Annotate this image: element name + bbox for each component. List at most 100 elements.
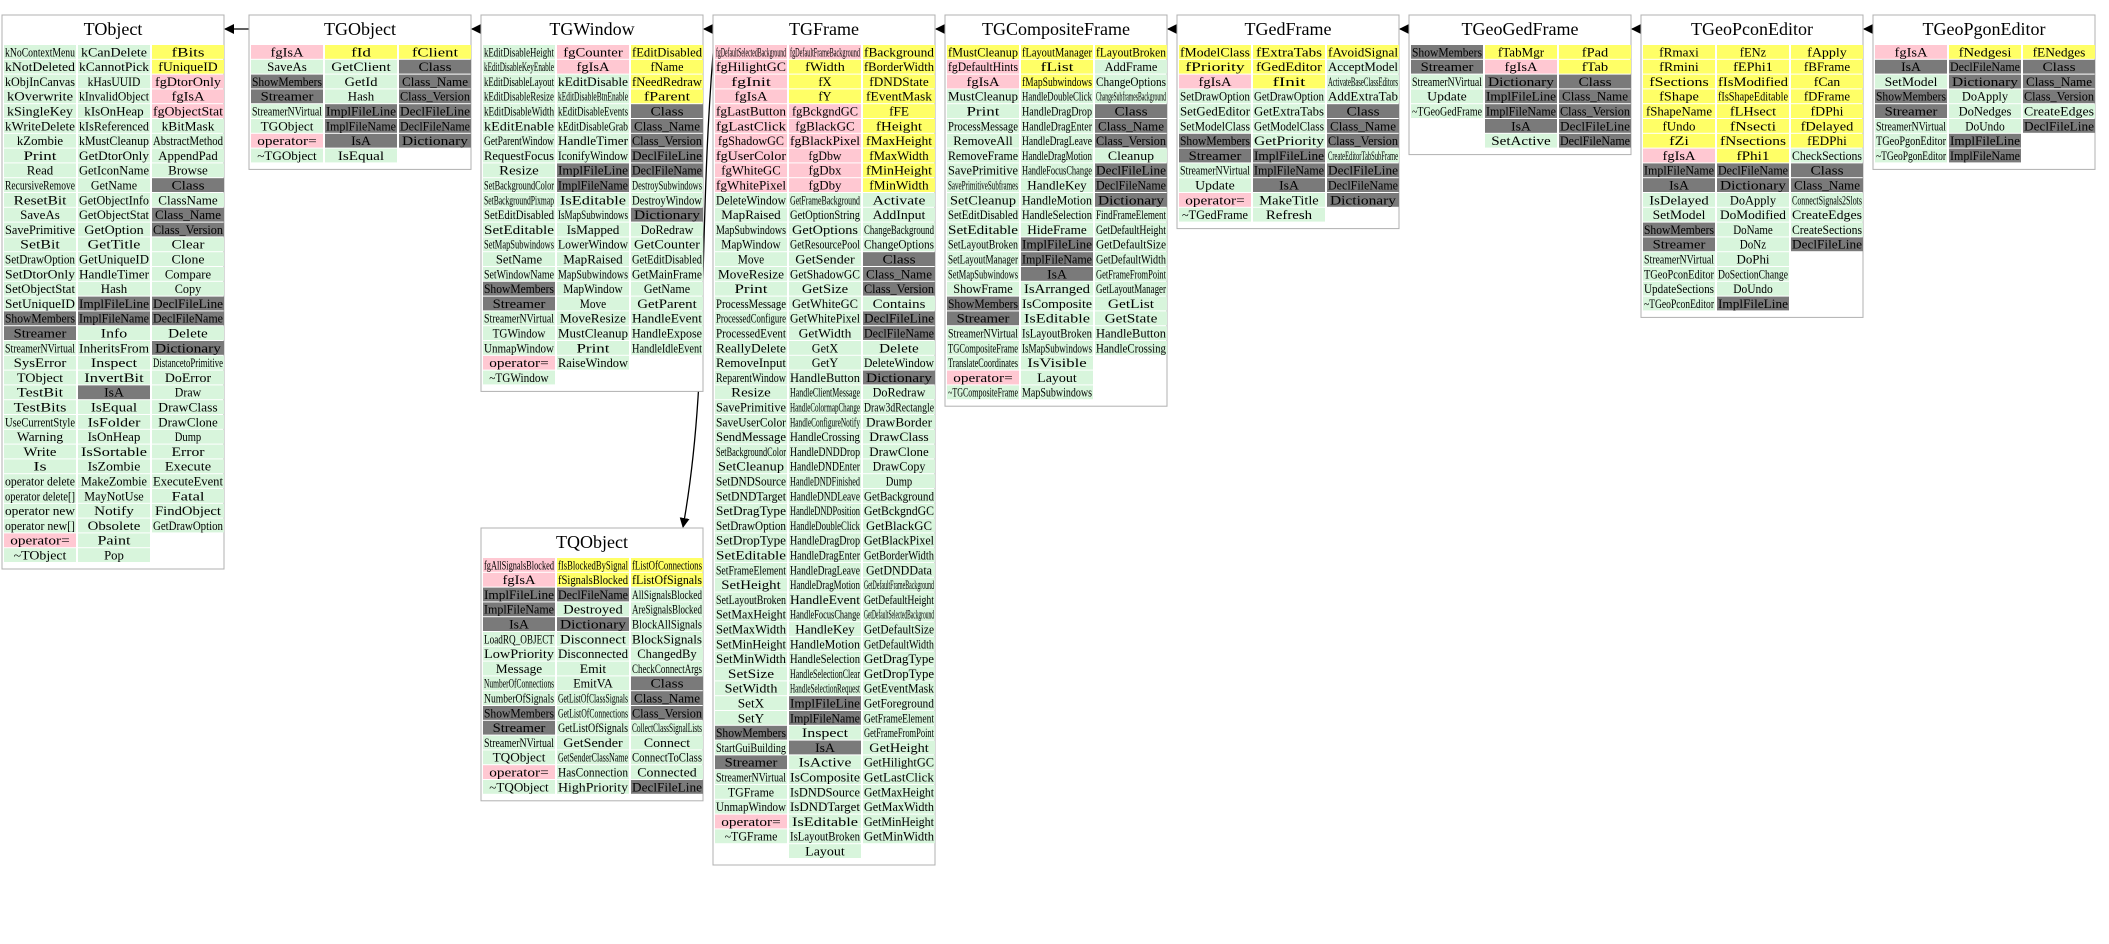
member-label: IsVisible: [1027, 356, 1087, 370]
member-cell-bg: [1095, 163, 1167, 178]
member-cell-bg: [399, 133, 471, 148]
member-label: Clear: [172, 238, 206, 252]
member-label: SetBackgroundColor: [716, 445, 787, 459]
member-label: ~TGeoGedFrame: [1412, 105, 1482, 119]
member-cell-bg: [557, 572, 629, 587]
member-cell-bg: [863, 341, 935, 355]
class-title: TGFrame: [789, 19, 859, 39]
member-label: CheckSections: [1792, 149, 1862, 163]
member-label: ImplFileName: [1950, 149, 2020, 163]
member-label: Class: [172, 179, 205, 193]
member-cell-bg: [1485, 133, 1557, 148]
member-cell-bg: [78, 119, 150, 133]
member-cell-bg: [863, 696, 935, 710]
member-label: Layout: [1037, 371, 1077, 385]
member-label: IsComposite: [790, 771, 860, 785]
member-cell-bg: [1485, 119, 1557, 133]
member-cell-bg: [947, 178, 1019, 192]
member-cell-bg: [1411, 89, 1483, 104]
member-label: MoveResize: [560, 312, 626, 326]
member-cell-bg: [863, 785, 935, 799]
member-label: fLHsect: [1730, 105, 1777, 119]
member-cell-bg: [557, 632, 629, 646]
member-cell-bg: [78, 518, 150, 533]
member-label: IconifyWindow: [558, 149, 628, 163]
member-label: GetObjectStat: [79, 208, 150, 222]
member-cell-bg: [863, 770, 935, 784]
member-cell-bg: [483, 59, 555, 74]
member-label: kInvalidObject: [79, 90, 149, 104]
member-label: IsA: [351, 134, 371, 148]
member-label: HandleMotion: [1022, 193, 1093, 207]
member-cell-bg: [325, 104, 397, 118]
member-label: DeclFileName: [864, 327, 934, 341]
member-label: Draw3dRectangle: [864, 401, 934, 415]
member-label: GetListOfSignals: [558, 721, 628, 735]
member-cell-bg: [1021, 222, 1093, 237]
member-label: Draw: [175, 386, 201, 400]
member-label: operator=: [10, 534, 69, 548]
member-cell-bg: [557, 341, 629, 355]
member-label: ImplFileName: [1644, 164, 1714, 178]
member-label: IsA: [1669, 179, 1689, 193]
member-label: SetSize: [728, 667, 775, 681]
class-title: TGeoPgonEditor: [1923, 19, 2046, 39]
member-cell-bg: [1643, 163, 1715, 178]
member-cell-bg: [557, 45, 629, 59]
member-cell-bg: [1411, 45, 1483, 59]
member-label: HandleDNDEnter: [790, 460, 861, 474]
member-label: MapSubwindows: [1022, 386, 1092, 400]
member-cell-bg: [483, 163, 555, 178]
member-label: EmitVA: [573, 677, 613, 691]
member-label: fgInit: [731, 75, 771, 89]
member-cell-bg: [715, 148, 787, 163]
member-label: CollectClassSignalLists: [632, 721, 702, 735]
member-label: SetCleanup: [718, 460, 784, 474]
member-label: fRmaxi: [1659, 45, 1699, 59]
member-cell-bg: [1643, 252, 1715, 266]
member-cell-bg: [1791, 222, 1863, 237]
member-cell-bg: [1791, 148, 1863, 163]
member-cell-bg: [789, 711, 861, 725]
member-cell-bg: [789, 489, 861, 503]
member-cell-bg: [1643, 74, 1715, 89]
member-cell-bg: [631, 45, 703, 59]
member-label: DeleteWindow: [864, 356, 934, 370]
member-cell-bg: [557, 281, 629, 296]
member-label: Layout: [805, 845, 845, 859]
member-cell-bg: [1021, 148, 1093, 163]
member-label: operator new: [5, 504, 75, 518]
member-cell-bg: [152, 74, 224, 89]
member-label: fgIsA: [271, 45, 304, 59]
member-label: fY: [818, 90, 831, 104]
member-label: fLayoutBroken: [1096, 45, 1167, 59]
member-cell-bg: [152, 400, 224, 414]
member-label: HandleCrossing: [790, 430, 861, 444]
member-cell-bg: [152, 222, 224, 237]
member-cell-bg: [1717, 59, 1789, 74]
member-cell-bg: [789, 785, 861, 799]
member-label: GetId: [345, 75, 379, 89]
member-cell-bg: [715, 755, 787, 770]
member-label: fPhi1: [1737, 149, 1770, 163]
member-cell-bg: [399, 45, 471, 59]
member-cell-bg: [1021, 296, 1093, 311]
member-cell-bg: [2023, 45, 2095, 59]
member-cell-bg: [78, 193, 150, 207]
member-cell-bg: [483, 296, 555, 311]
member-label: DrawClass: [158, 401, 218, 415]
member-cell-bg: [1717, 178, 1789, 192]
member-cell-bg: [863, 651, 935, 666]
member-cell-bg: [789, 207, 861, 222]
member-cell-bg: [1253, 163, 1325, 178]
member-cell-bg: [78, 533, 150, 548]
class-title: TQObject: [556, 532, 628, 552]
member-label: HandleDNDPosition: [790, 504, 860, 518]
member-label: ChangeBackground: [864, 223, 935, 237]
member-cell-bg: [789, 725, 861, 740]
member-label: DoPhi: [1737, 253, 1771, 267]
member-cell-bg: [557, 104, 629, 118]
member-cell-bg: [863, 400, 935, 414]
member-label: Write: [24, 445, 58, 459]
